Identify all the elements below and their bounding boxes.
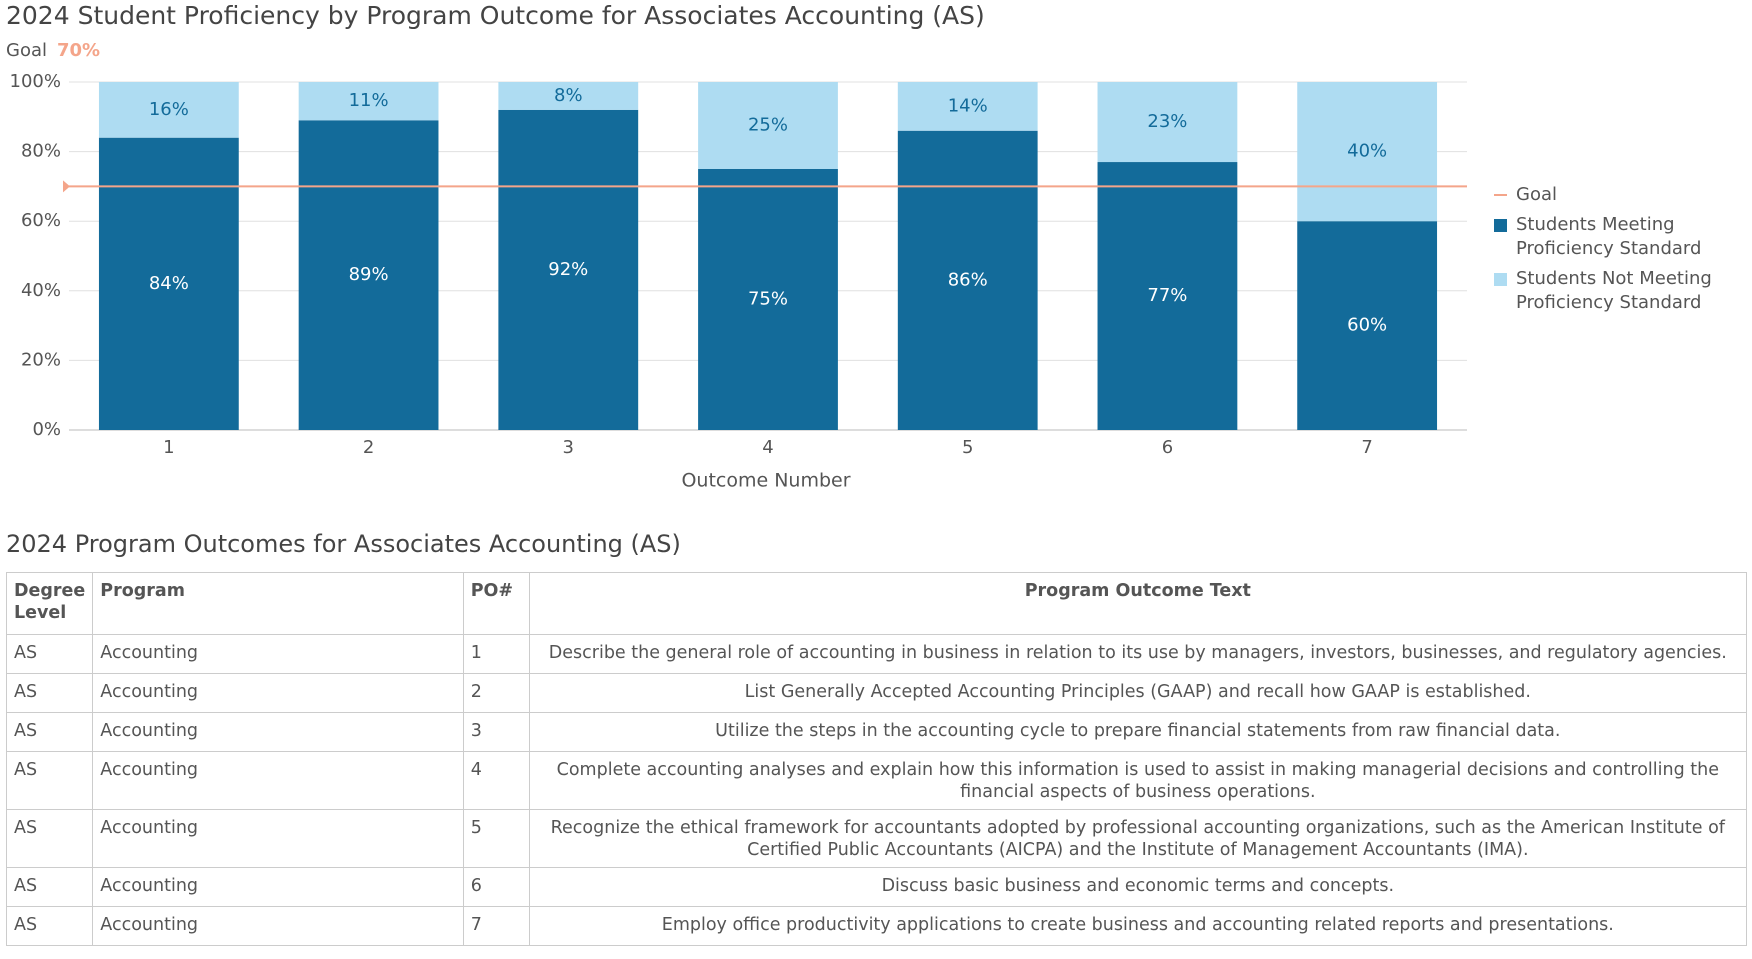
x-tick-label: 1 bbox=[163, 437, 174, 458]
legend-item: Students Meeting Proficiency Standard bbox=[1494, 213, 1724, 261]
table-cell: 1 bbox=[462, 634, 530, 674]
table-cell: AS bbox=[5, 906, 94, 946]
table-cell: 7 bbox=[462, 906, 530, 946]
x-tick-label: 4 bbox=[762, 437, 773, 458]
chart-title: 2024 Student Proficiency by Program Outc… bbox=[6, 1, 985, 30]
table-row: AS Accounting 4 Complete accounting analyse… bbox=[5, 751, 1748, 810]
x-tick-label: 5 bbox=[962, 437, 973, 458]
table-row: AS Accounting 7 Employ office productivity … bbox=[5, 906, 1748, 946]
table-title: 2024 Program Outcomes for Associates Acc… bbox=[6, 530, 681, 558]
legend: Goal Students Meeting Proficiency Standar… bbox=[1494, 183, 1724, 321]
bar-segment bbox=[298, 82, 439, 121]
table-cell: Accounting bbox=[92, 634, 464, 674]
bar-segment bbox=[897, 82, 1038, 131]
data-label: 75% bbox=[748, 289, 788, 310]
header-cell: Program Outcome Text bbox=[528, 572, 1748, 635]
table-cell: Employ office productivity applications … bbox=[528, 906, 1748, 946]
table-row: AS Accounting 3 Utilize the steps in the ac… bbox=[5, 712, 1748, 752]
outcomes-table: Degree Level Program PO# Program Outcome Te… bbox=[5, 572, 1748, 946]
table-cell: Accounting bbox=[92, 906, 464, 946]
table-cell: Utilize the steps in the accounting cycl… bbox=[528, 712, 1748, 752]
legend-item: Students Not Meeting Proficiency Standar… bbox=[1494, 267, 1724, 315]
data-label: 14% bbox=[948, 95, 988, 116]
table-cell: Complete accounting analyses and explain… bbox=[528, 751, 1748, 810]
header-cell: Program bbox=[92, 572, 464, 635]
legend-label: Students Not Meeting Proficiency Standar… bbox=[1516, 268, 1712, 313]
x-tick-label: 7 bbox=[1361, 437, 1372, 458]
data-label: 25% bbox=[748, 115, 788, 136]
data-label: 16% bbox=[149, 99, 189, 120]
data-label: 92% bbox=[548, 259, 588, 280]
table-cell: 2 bbox=[462, 673, 530, 713]
goal-value: 70% bbox=[57, 40, 100, 61]
bar-segment bbox=[1297, 221, 1438, 430]
legend-swatch bbox=[1494, 273, 1507, 286]
legend-swatch bbox=[1494, 219, 1507, 232]
bar-segment bbox=[698, 82, 838, 169]
data-label: 89% bbox=[349, 264, 389, 285]
data-label: 77% bbox=[1147, 285, 1187, 306]
table-cell: 5 bbox=[462, 809, 530, 868]
table-cell: Accounting bbox=[92, 712, 464, 752]
bar-segment bbox=[498, 82, 639, 110]
header-cell: Degree Level bbox=[5, 572, 94, 635]
data-label: 40% bbox=[1347, 141, 1387, 162]
bar-segment bbox=[1297, 82, 1438, 222]
data-label: 11% bbox=[349, 90, 389, 111]
table-cell: Describe the general role of accounting … bbox=[528, 634, 1748, 674]
goal-marker bbox=[63, 180, 70, 193]
table-cell: 3 bbox=[462, 712, 530, 752]
table-row: AS Accounting 2 List Generally Accepted Acc… bbox=[5, 673, 1748, 713]
bar-segment bbox=[98, 82, 239, 138]
bar-segment bbox=[698, 169, 838, 430]
table-cell: Accounting bbox=[92, 673, 464, 713]
bar-segment bbox=[897, 130, 1038, 430]
x-tick-label: 3 bbox=[563, 437, 574, 458]
y-tick-label: 40% bbox=[21, 280, 61, 301]
data-label: 8% bbox=[554, 85, 583, 106]
y-tick-label: 60% bbox=[21, 210, 61, 231]
goal-caption: Goal bbox=[6, 40, 47, 61]
header-row: Degree Level Program PO# Program Outcome Te… bbox=[5, 572, 1748, 635]
y-tick-label: 20% bbox=[21, 349, 61, 370]
legend-label: Students Meeting Proficiency Standard bbox=[1516, 214, 1702, 259]
table-cell: 6 bbox=[462, 867, 530, 907]
data-label: 60% bbox=[1347, 315, 1387, 336]
bar-segment bbox=[298, 120, 439, 430]
table-row: AS Accounting 6 Discuss basic business and … bbox=[5, 867, 1748, 907]
table-cell: List Generally Accepted Accounting Princ… bbox=[528, 673, 1748, 713]
bar-segment bbox=[1097, 82, 1238, 163]
header-cell: PO# bbox=[462, 572, 530, 635]
table-cell: Discuss basic business and economic term… bbox=[528, 867, 1748, 907]
table-row: AS Accounting 1 Describe the general role o… bbox=[5, 634, 1748, 674]
y-tick-label: 100% bbox=[10, 71, 61, 92]
x-axis-title: Outcome Number bbox=[681, 470, 850, 492]
table-cell: AS bbox=[5, 867, 94, 907]
table-cell: AS bbox=[5, 673, 94, 713]
table-cell: Accounting bbox=[92, 809, 464, 868]
y-tick-label: 0% bbox=[32, 419, 61, 440]
table-cell: AS bbox=[5, 751, 94, 810]
y-tick-label: 80% bbox=[21, 141, 61, 162]
bar-segment bbox=[498, 109, 639, 430]
x-tick-label: 6 bbox=[1162, 437, 1173, 458]
table-cell: Accounting bbox=[92, 867, 464, 907]
data-label: 86% bbox=[948, 269, 988, 290]
data-label: 84% bbox=[149, 273, 189, 294]
table-cell: AS bbox=[5, 634, 94, 674]
chart: 2024 Student Proficiency by Program Outc… bbox=[6, 1, 1467, 492]
table-cell: Accounting bbox=[92, 751, 464, 810]
table-cell: AS bbox=[5, 712, 94, 752]
table-cell: 4 bbox=[462, 751, 530, 810]
bar-segment bbox=[1097, 162, 1238, 431]
data-label: 23% bbox=[1147, 111, 1187, 132]
table-cell: AS bbox=[5, 809, 94, 868]
table-row: AS Accounting 5 Recognize the ethical frame… bbox=[5, 809, 1748, 868]
x-tick-label: 2 bbox=[363, 437, 374, 458]
legend-swatch bbox=[1494, 194, 1507, 196]
legend-label: Goal bbox=[1516, 184, 1557, 205]
table-cell: Recognize the ethical framework for acco… bbox=[528, 809, 1748, 868]
legend-item: Goal bbox=[1494, 183, 1724, 207]
